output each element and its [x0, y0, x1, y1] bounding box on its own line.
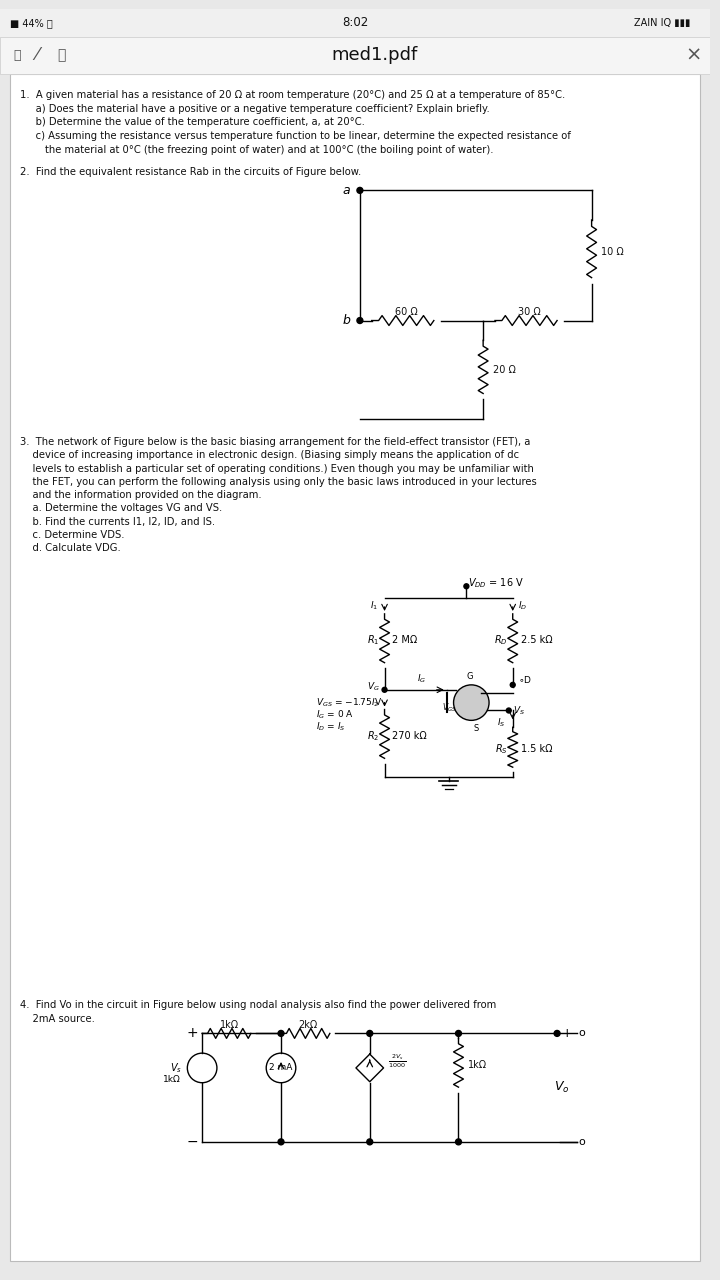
Text: $R_D$: $R_D$	[494, 634, 508, 648]
Text: c) Assuming the resistance versus temperature function to be linear, determine t: c) Assuming the resistance versus temper…	[19, 132, 570, 141]
Text: a) Does the material have a positive or a negative temperature coefficient? Expl: a) Does the material have a positive or …	[19, 104, 490, 114]
Text: $I_2$: $I_2$	[371, 696, 379, 709]
Text: 1kΩ: 1kΩ	[163, 1075, 181, 1084]
Text: 2.  Find the equivalent resistance Rab in the circuits of Figure below.: 2. Find the equivalent resistance Rab in…	[19, 166, 361, 177]
Text: ⁄: ⁄	[35, 46, 38, 64]
Text: 1.  A given material has a resistance of 20 Ω at room temperature (20°C) and 25 : 1. A given material has a resistance of …	[19, 90, 565, 100]
FancyBboxPatch shape	[0, 37, 710, 74]
Text: $I_D$: $I_D$	[518, 600, 527, 612]
Text: ■ 44% ⏰: ■ 44% ⏰	[10, 18, 53, 28]
Text: 2 mA: 2 mA	[269, 1064, 293, 1073]
Text: b) Determine the value of the temperature coefficient, a, at 20°C.: b) Determine the value of the temperatur…	[19, 118, 364, 128]
Circle shape	[454, 685, 489, 721]
Text: a. Determine the voltages VG and VS.: a. Determine the voltages VG and VS.	[19, 503, 222, 513]
Text: 270 kΩ: 270 kΩ	[392, 731, 427, 741]
Text: $R_2$: $R_2$	[367, 730, 379, 742]
Text: ⬜: ⬜	[14, 49, 22, 61]
Text: c. Determine VDS.: c. Determine VDS.	[19, 530, 125, 540]
Text: 8:02: 8:02	[342, 17, 368, 29]
Text: $I_G$ = 0 A: $I_G$ = 0 A	[315, 708, 354, 721]
Circle shape	[357, 187, 363, 193]
Text: $\frac{2V_s}{1000}$: $\frac{2V_s}{1000}$	[387, 1052, 405, 1070]
Text: b: b	[342, 314, 350, 326]
Circle shape	[357, 317, 363, 324]
Text: 2kΩ: 2kΩ	[299, 1020, 318, 1029]
Text: ×: ×	[685, 46, 701, 65]
Circle shape	[464, 584, 469, 589]
Text: $I_G$: $I_G$	[418, 672, 427, 685]
Text: $I_1$: $I_1$	[371, 600, 379, 612]
Text: $V_{GS}$ = −1.75 V: $V_{GS}$ = −1.75 V	[315, 696, 382, 709]
Text: $V_G$: $V_G$	[366, 681, 379, 692]
Text: S: S	[474, 724, 479, 733]
Text: 2.5 kΩ: 2.5 kΩ	[521, 635, 552, 645]
Text: $V_S$: $V_S$	[513, 704, 525, 717]
Text: 10 Ω: 10 Ω	[601, 247, 624, 257]
Text: 1kΩ: 1kΩ	[468, 1060, 487, 1070]
Text: levels to establish a particular set of operating conditions.) Even though you m: levels to establish a particular set of …	[19, 463, 534, 474]
Text: $V_s$: $V_s$	[171, 1061, 182, 1075]
Text: d. Calculate VDG.: d. Calculate VDG.	[19, 544, 120, 553]
Text: the FET, you can perform the following analysis using only the basic laws introd: the FET, you can perform the following a…	[19, 477, 536, 486]
Text: and the information provided on the diagram.: and the information provided on the diag…	[19, 490, 261, 500]
Text: $R_S$: $R_S$	[495, 742, 508, 756]
Text: $V_o$: $V_o$	[554, 1080, 570, 1096]
Text: +: +	[562, 1027, 572, 1039]
Text: $V_{DD}$ = 16 V: $V_{DD}$ = 16 V	[468, 576, 524, 590]
Text: $I_S$: $I_S$	[497, 716, 505, 728]
Text: ⌕: ⌕	[57, 49, 66, 63]
Circle shape	[366, 1030, 373, 1037]
Text: a: a	[343, 184, 350, 197]
Text: +: +	[186, 1027, 198, 1041]
Text: 20 Ω: 20 Ω	[493, 365, 516, 375]
FancyBboxPatch shape	[0, 9, 710, 37]
Text: ZAIN IQ ▮▮▮: ZAIN IQ ▮▮▮	[634, 18, 690, 28]
Text: o: o	[579, 1028, 585, 1038]
Text: 60 Ω: 60 Ω	[395, 307, 418, 316]
Circle shape	[366, 1139, 373, 1144]
Circle shape	[278, 1139, 284, 1144]
Circle shape	[506, 708, 511, 713]
Text: $R_1$: $R_1$	[367, 634, 379, 648]
Text: 2 MΩ: 2 MΩ	[392, 635, 418, 645]
Circle shape	[456, 1139, 462, 1144]
Text: 3.  The network of Figure below is the basic biasing arrangement for the field-e: 3. The network of Figure below is the ba…	[19, 436, 530, 447]
Circle shape	[278, 1030, 284, 1037]
Text: −: −	[186, 1135, 198, 1149]
Circle shape	[382, 687, 387, 692]
Text: 1.5 kΩ: 1.5 kΩ	[521, 744, 552, 754]
Text: G: G	[466, 672, 472, 681]
Text: $I_D$ = $I_S$: $I_D$ = $I_S$	[315, 721, 345, 732]
Circle shape	[554, 1030, 560, 1037]
Text: $V_{GS}$: $V_{GS}$	[442, 701, 457, 714]
Text: device of increasing importance in electronic design. (Biasing simply means the : device of increasing importance in elect…	[19, 451, 519, 461]
Text: med1.pdf: med1.pdf	[331, 46, 418, 64]
Circle shape	[456, 1030, 462, 1037]
Text: 2mA source.: 2mA source.	[19, 1014, 94, 1024]
FancyBboxPatch shape	[10, 74, 700, 1261]
Circle shape	[510, 682, 516, 687]
Text: o: o	[579, 1137, 585, 1147]
Text: 1kΩ: 1kΩ	[220, 1020, 239, 1029]
Text: the material at 0°C (the freezing point of water) and at 100°C (the boiling poin: the material at 0°C (the freezing point …	[19, 145, 493, 155]
Text: 30 Ω: 30 Ω	[518, 307, 541, 316]
Text: 4.  Find Vo in the circuit in Figure below using nodal analysis also find the po: 4. Find Vo in the circuit in Figure belo…	[19, 1000, 496, 1010]
Text: $\circ$D: $\circ$D	[518, 675, 531, 685]
Text: b. Find the currents I1, I2, ID, and IS.: b. Find the currents I1, I2, ID, and IS.	[19, 517, 215, 527]
